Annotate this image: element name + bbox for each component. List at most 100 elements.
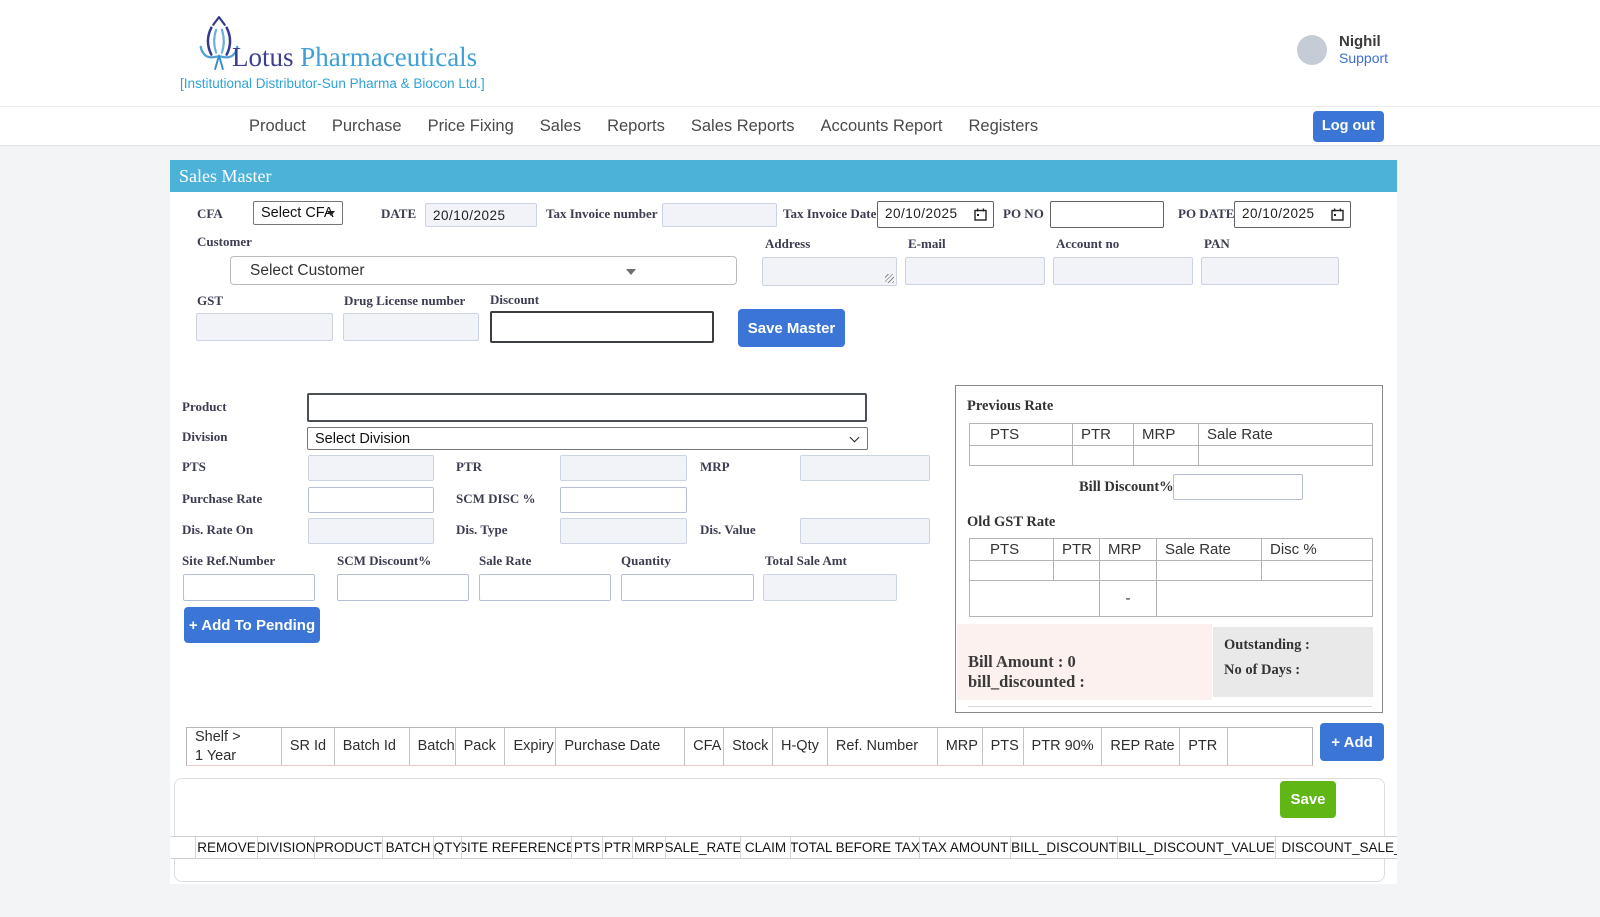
pending-col-remove: REMOVE [196, 837, 258, 858]
date-label: DATE [381, 206, 417, 221]
user-name: Nighil [1339, 33, 1381, 50]
gst-input[interactable] [196, 313, 333, 341]
lotus-logo-icon [194, 14, 244, 81]
pending-table-header: REMOVE DIVISION PRODUCT BATCH QTY SITE R… [171, 836, 1397, 859]
stock-col-ref-number: Ref. Number [828, 728, 938, 765]
scm-discount-input[interactable] [337, 574, 469, 601]
nav-item-registers[interactable]: Registers [968, 116, 1039, 135]
pending-col-bill-discount-value: BILL_DISCOUNT_VALUE [1118, 837, 1276, 858]
stock-col-h-qty: H-Qty [773, 728, 828, 765]
pts-label: PTS [182, 459, 206, 474]
stock-table-header: Shelf > 1 Year SR Id Batch Id Batch Pack… [186, 727, 1313, 766]
address-label: Address [765, 236, 811, 251]
stock-col-sr-id: SR Id [282, 728, 335, 765]
bill-discounted-text: bill_discounted : [968, 672, 1085, 691]
chevron-down-icon [849, 432, 860, 443]
scm-disc-input[interactable] [560, 487, 687, 513]
nav-item-sales-reports[interactable]: Sales Reports [690, 116, 795, 135]
tax-invoice-date-input[interactable]: 20/10/2025 [877, 201, 994, 228]
calendar-icon[interactable] [974, 208, 987, 226]
stock-col-pts: PTS [983, 728, 1024, 765]
email-label: E-mail [908, 236, 946, 251]
dis-type-input [560, 518, 687, 544]
pending-col-ptr: PTR [603, 837, 633, 858]
bill-amount-text: Bill Amount : 0 [968, 652, 1076, 671]
old-gst-col-mrp: MRP [1099, 538, 1157, 561]
nav-item-product[interactable]: Product [249, 116, 306, 135]
drug-license-input[interactable] [343, 313, 479, 341]
pan-input[interactable] [1201, 257, 1339, 285]
pending-col-batch: BATCH [383, 837, 434, 858]
mrp-label: MRP [700, 459, 730, 474]
total-sale-amt-input [763, 574, 897, 601]
pending-col-bill-discount: BILL_DISCOUNT [1011, 837, 1118, 858]
nav-item-accounts-report[interactable]: Accounts Report [820, 116, 943, 135]
pending-col-claim: CLAIM [741, 837, 791, 858]
brand-name: Lotus Pharmaceuticals [232, 42, 478, 72]
site-ref-input[interactable] [183, 574, 315, 601]
save-master-button[interactable]: Save Master [738, 309, 845, 347]
old-gst-col-pts: PTS [969, 538, 1054, 561]
brand-logo: Lotus Pharmaceuticals [Institutional Dis… [180, 12, 600, 98]
quantity-input[interactable] [621, 574, 754, 601]
page-title: Sales Master [179, 166, 272, 186]
logout-button[interactable]: Log out [1313, 110, 1384, 142]
scm-disc-label: SCM DISC % [456, 491, 536, 506]
date-input[interactable]: 20/10/2025 [425, 203, 537, 227]
add-stock-button[interactable]: + Add [1320, 723, 1384, 761]
sale-rate-label: Sale Rate [479, 553, 532, 568]
previous-rate-title: Previous Rate [967, 398, 1054, 414]
customer-select[interactable]: Select Customer [230, 256, 737, 285]
pending-col-mrp: MRP [633, 837, 666, 858]
divider [968, 706, 1372, 707]
avatar[interactable] [1297, 34, 1327, 65]
tax-invoice-number-input[interactable] [662, 203, 777, 227]
pending-col-division: DIVISION [258, 837, 315, 858]
resize-handle-icon[interactable] [885, 274, 894, 283]
stock-col-purchase-date: Purchase Date [556, 728, 686, 765]
outstanding-text: Outstanding : [1224, 637, 1310, 653]
drug-license-label: Drug License number [344, 293, 466, 308]
division-label: Division [182, 429, 228, 444]
calendar-icon[interactable] [1331, 208, 1344, 226]
stock-col-ptr: PTR [1180, 728, 1229, 765]
old-gst-rate-table: PTS PTR MRP Sale Rate Disc % - [969, 538, 1373, 617]
dis-value-label: Dis. Value [700, 522, 756, 537]
po-date-input[interactable]: 20/10/2025 [1234, 201, 1351, 228]
scm-discount-label: SCM Discount% [337, 553, 432, 568]
po-no-label: PO NO [1003, 206, 1044, 221]
add-to-pending-button[interactable]: + Add To Pending [184, 607, 320, 643]
old-gst-col-sale-rate: Sale Rate [1156, 538, 1262, 561]
user-role-link[interactable]: Support [1339, 50, 1389, 66]
outstanding-box: Outstanding : No of Days : [1213, 627, 1373, 697]
nav-item-reports[interactable]: Reports [607, 116, 665, 135]
address-textarea[interactable] [762, 257, 897, 286]
main-nav: Product Purchase Price Fixing Sales Repo… [0, 106, 1600, 146]
purchase-rate-input[interactable] [308, 487, 434, 513]
chevron-down-icon [626, 269, 636, 275]
previous-rate-col-sale-rate: Sale Rate [1198, 423, 1373, 446]
user-menu[interactable]: Nighil Support [1297, 33, 1388, 66]
bill-discount-input[interactable] [1173, 474, 1303, 500]
email-input[interactable] [905, 257, 1045, 285]
account-no-input[interactable] [1053, 257, 1193, 285]
cfa-select[interactable]: Select CFA [253, 201, 343, 225]
nav-item-sales[interactable]: Sales [539, 116, 582, 135]
product-input[interactable] [307, 393, 867, 422]
sale-rate-input[interactable] [479, 574, 611, 601]
dis-rate-on-label: Dis. Rate On [182, 522, 254, 537]
bill-discount-label: Bill Discount% [1079, 479, 1174, 495]
nav-item-price-fixing[interactable]: Price Fixing [427, 116, 514, 135]
cfa-label: CFA [197, 206, 223, 221]
po-no-input[interactable] [1050, 201, 1164, 228]
discount-input[interactable] [490, 311, 714, 343]
stock-col-shelf: Shelf > 1 Year [187, 728, 282, 765]
stock-col-pack: Pack [456, 728, 506, 765]
previous-rate-col-pts: PTS [969, 423, 1073, 446]
nav-item-purchase[interactable]: Purchase [331, 116, 402, 135]
division-select[interactable]: Select Division [307, 427, 868, 450]
save-pending-button[interactable]: Save [1280, 781, 1336, 818]
old-gst-col-disc: Disc % [1261, 538, 1373, 561]
pts-input [308, 455, 434, 481]
